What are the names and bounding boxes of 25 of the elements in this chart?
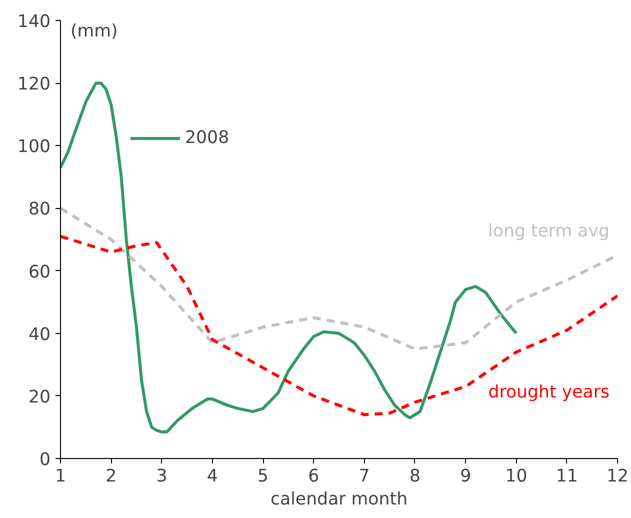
series-label: drought years	[488, 382, 610, 402]
x-tick-label: 1	[54, 466, 66, 486]
y-tick-label: 20	[28, 387, 51, 408]
x-tick-label: 11	[556, 466, 578, 486]
x-tick-label: 8	[409, 466, 420, 486]
y-tick-label: 140	[17, 12, 51, 32]
x-tick-label: 6	[308, 466, 320, 486]
y-tick-label: 0	[39, 450, 51, 470]
x-tick-label: 9	[460, 466, 472, 486]
y-axis-title: (mm)	[70, 22, 118, 42]
x-tick-label: 12	[606, 466, 629, 486]
y-tick-label: 100	[17, 137, 51, 158]
x-axis-title: calendar month	[270, 490, 408, 510]
x-tick-label: 4	[206, 466, 218, 486]
y-tick-label: 60	[28, 262, 51, 282]
x-tick-label: 2	[106, 466, 117, 486]
x-tick-label: 3	[156, 466, 168, 486]
legend-label: 2008	[185, 128, 230, 148]
x-tick-label: 7	[358, 466, 370, 486]
y-tick-label: 40	[28, 324, 51, 345]
x-tick-label: 5	[258, 466, 269, 486]
y-tick-label: 120	[17, 74, 51, 95]
series-label: long term avg	[488, 222, 610, 242]
y-tick-label: 80	[28, 200, 51, 220]
x-tick-label: 10	[505, 466, 528, 486]
